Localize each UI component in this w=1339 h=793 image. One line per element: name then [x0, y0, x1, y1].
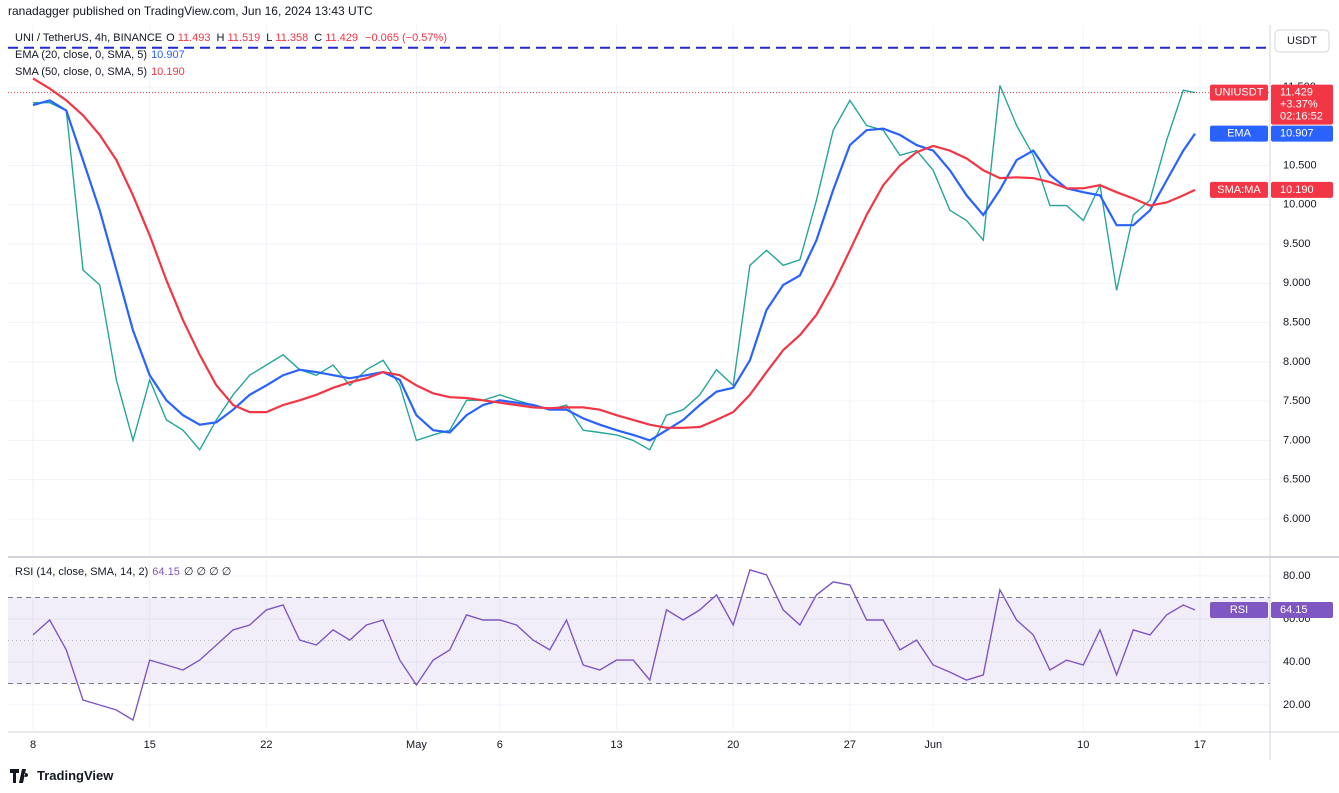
x-tick-label: 6: [497, 739, 503, 751]
price-tag-extra: 02:16:52: [1280, 111, 1323, 123]
footer: TradingView: [10, 768, 113, 783]
price-tag-value: 64.15: [1280, 604, 1308, 616]
rsi-band: [8, 597, 1270, 684]
y-tick-label: 9.500: [1283, 238, 1311, 250]
ema-legend: EMA (20, close, 0, SMA, 5) 10.907: [15, 49, 185, 61]
x-tick-label: 10: [1077, 739, 1089, 751]
price-tag-name-box: [1210, 181, 1268, 198]
series-line: [32, 569, 1196, 722]
price-tag-value: 10.907: [1280, 127, 1314, 139]
ohlc-value: 11.519: [227, 32, 261, 44]
y-tick-label: 6.500: [1283, 474, 1311, 486]
y-tick-label: 20.00: [1283, 699, 1311, 711]
price-tag-value-box: [1271, 181, 1333, 198]
x-tick-label: 20: [727, 739, 739, 751]
ohlc-label: H: [216, 32, 225, 44]
x-tick-label: May: [406, 739, 427, 751]
y-tick-label: 9.000: [1283, 277, 1311, 289]
x-tick-label: 13: [610, 739, 622, 751]
sma-value: 10.190: [151, 66, 185, 78]
price-tag-extra: +3.37%: [1280, 99, 1318, 111]
x-tick-label: Jun: [924, 739, 942, 751]
currency-box[interactable]: [1274, 29, 1330, 53]
y-tick-label: 7.000: [1283, 434, 1311, 446]
brand: TradingView: [37, 768, 114, 783]
price-tag-value: 11.429: [1280, 87, 1313, 99]
price-tag-name: SMA:MA: [1217, 184, 1261, 196]
rsi-extra: ∅ ∅ ∅ ∅: [183, 566, 232, 578]
series-line: [33, 85, 1196, 452]
y-tick-label: 6.000: [1283, 513, 1311, 525]
series-line: [32, 77, 1196, 429]
y-tick-label: 80.00: [1283, 570, 1311, 582]
price-tag-name-box: [1210, 125, 1268, 142]
price-tag-value-box: [1271, 84, 1333, 125]
y-tick-label: 8.000: [1283, 356, 1311, 368]
symbol-legend: UNI / TetherUS, 4h, BINANCE O 11.493 H 11.5…: [15, 32, 447, 44]
y-tick-label: 7.500: [1283, 395, 1311, 407]
price-tag-name-box: [1210, 84, 1268, 101]
y-tick-label: 8.500: [1283, 316, 1311, 328]
rsi-legend: RSI (14, close, SMA, 14, 2) 64.15 ∅ ∅ ∅ …: [15, 565, 232, 579]
y-tick-label: 10.500: [1283, 159, 1317, 171]
x-tick-label: 8: [30, 739, 36, 751]
ema-label: EMA (20, close, 0, SMA, 5): [15, 49, 148, 61]
price-tag-name: RSI: [1230, 604, 1248, 616]
price-tag-name: UNIUSDT: [1215, 87, 1264, 99]
price-tag-value-box: [1271, 602, 1333, 619]
price-tag-name-box: [1210, 602, 1268, 619]
sma-label: SMA (50, close, 0, SMA, 5): [15, 66, 148, 78]
ohlc-label: O: [166, 32, 175, 44]
rsi-value: 64.15: [152, 565, 180, 578]
x-tick-label: 27: [844, 739, 856, 751]
change: −0.065 (−0.57%): [365, 32, 447, 44]
logo: [10, 768, 29, 783]
y-tick-label: 40.00: [1283, 656, 1311, 668]
rsi-title: RSI (14, close, SMA, 14, 2): [15, 565, 149, 578]
price-tag-value-box: [1271, 125, 1333, 142]
ohlc-value: 11.358: [275, 32, 309, 44]
price-tag-value: 10.190: [1280, 184, 1314, 196]
ohlc: O 11.493 H 11.519 L 11.358 C 11.429: [166, 32, 361, 44]
ema-value: 10.907: [151, 49, 185, 61]
y-tick-label: 10.000: [1283, 199, 1317, 211]
ohlc-value: 11.493: [177, 32, 211, 44]
layers: 8 15 22 May 6 13 20 27 Jun 10 17 6.000 6.500 7.000 7.5…: [8, 25, 1333, 751]
x-tick-label: 15: [144, 739, 156, 751]
ohlc-label: L: [266, 32, 273, 44]
price-tag-name: EMA: [1227, 127, 1252, 139]
ohlc-value: 11.429: [325, 32, 359, 44]
sma-legend: SMA (50, close, 0, SMA, 5) 10.190: [15, 66, 185, 78]
ohlc-label: C: [314, 32, 323, 44]
publisher-line: ranadagger published on TradingView.com,…: [8, 4, 373, 18]
x-tick-label: 22: [260, 739, 272, 751]
series-line: [32, 99, 1196, 442]
symbol: UNI / TetherUS, 4h, BINANCE: [15, 32, 163, 44]
currency-label: USDT: [1287, 35, 1317, 47]
x-tick-label: 17: [1194, 739, 1206, 751]
